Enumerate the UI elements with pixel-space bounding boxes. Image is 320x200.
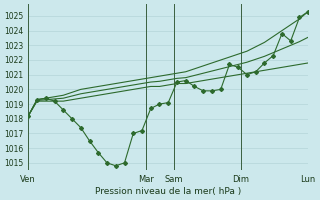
- X-axis label: Pression niveau de la mer( hPa ): Pression niveau de la mer( hPa ): [95, 187, 241, 196]
